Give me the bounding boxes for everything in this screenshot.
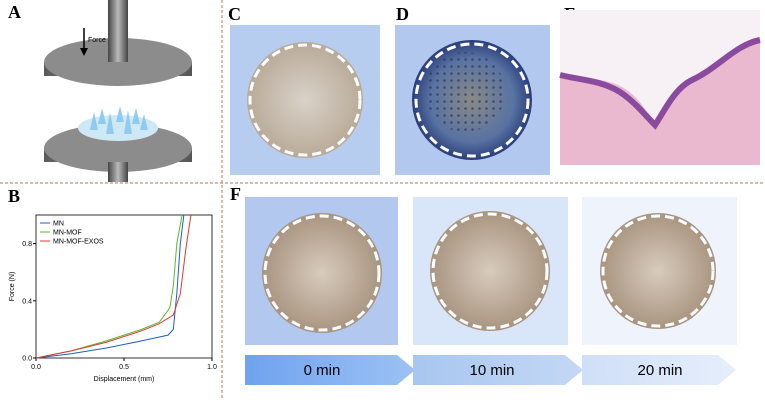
- x-tick-label: 0.0: [31, 364, 41, 371]
- panel-label: A: [8, 2, 21, 22]
- timeline: 0 min 10 min 20 min: [245, 355, 736, 385]
- photo-d: [395, 25, 550, 175]
- x-tick-label: 1.0: [207, 364, 217, 371]
- series-line: [35, 214, 192, 359]
- time-label: 10 min: [469, 362, 514, 379]
- panel-label: F: [230, 184, 241, 204]
- chart: 0.0 0.4 0.8 0.0 0.5 1.0 Displacement (mm) Force…: [9, 214, 217, 383]
- y-tick-label: 0.8: [22, 241, 32, 248]
- histology-e: [559, 10, 761, 165]
- time-label: 0 min: [304, 362, 341, 379]
- panel-label: C: [228, 4, 241, 24]
- legend-label: MN-MOF-EXOS: [53, 239, 104, 246]
- series-line: [35, 214, 185, 359]
- legend-label: MN-MOF: [53, 230, 82, 237]
- y-axis-label: Force (N): [9, 272, 16, 302]
- time-label: 20 min: [637, 362, 682, 379]
- x-axis-label: Displacement (mm): [94, 376, 155, 383]
- photo-f: [245, 197, 737, 345]
- panel-label: B: [8, 186, 20, 206]
- photo-c: [230, 25, 380, 175]
- panel-label: D: [396, 4, 409, 24]
- legend-label: MN: [53, 221, 64, 228]
- y-tick-label: 0.4: [22, 298, 32, 305]
- x-tick-label: 0.5: [119, 364, 129, 371]
- y-tick-label: 0.0: [22, 356, 32, 363]
- press-illustration: Force: [44, 0, 192, 182]
- force-label: Force: [88, 37, 106, 44]
